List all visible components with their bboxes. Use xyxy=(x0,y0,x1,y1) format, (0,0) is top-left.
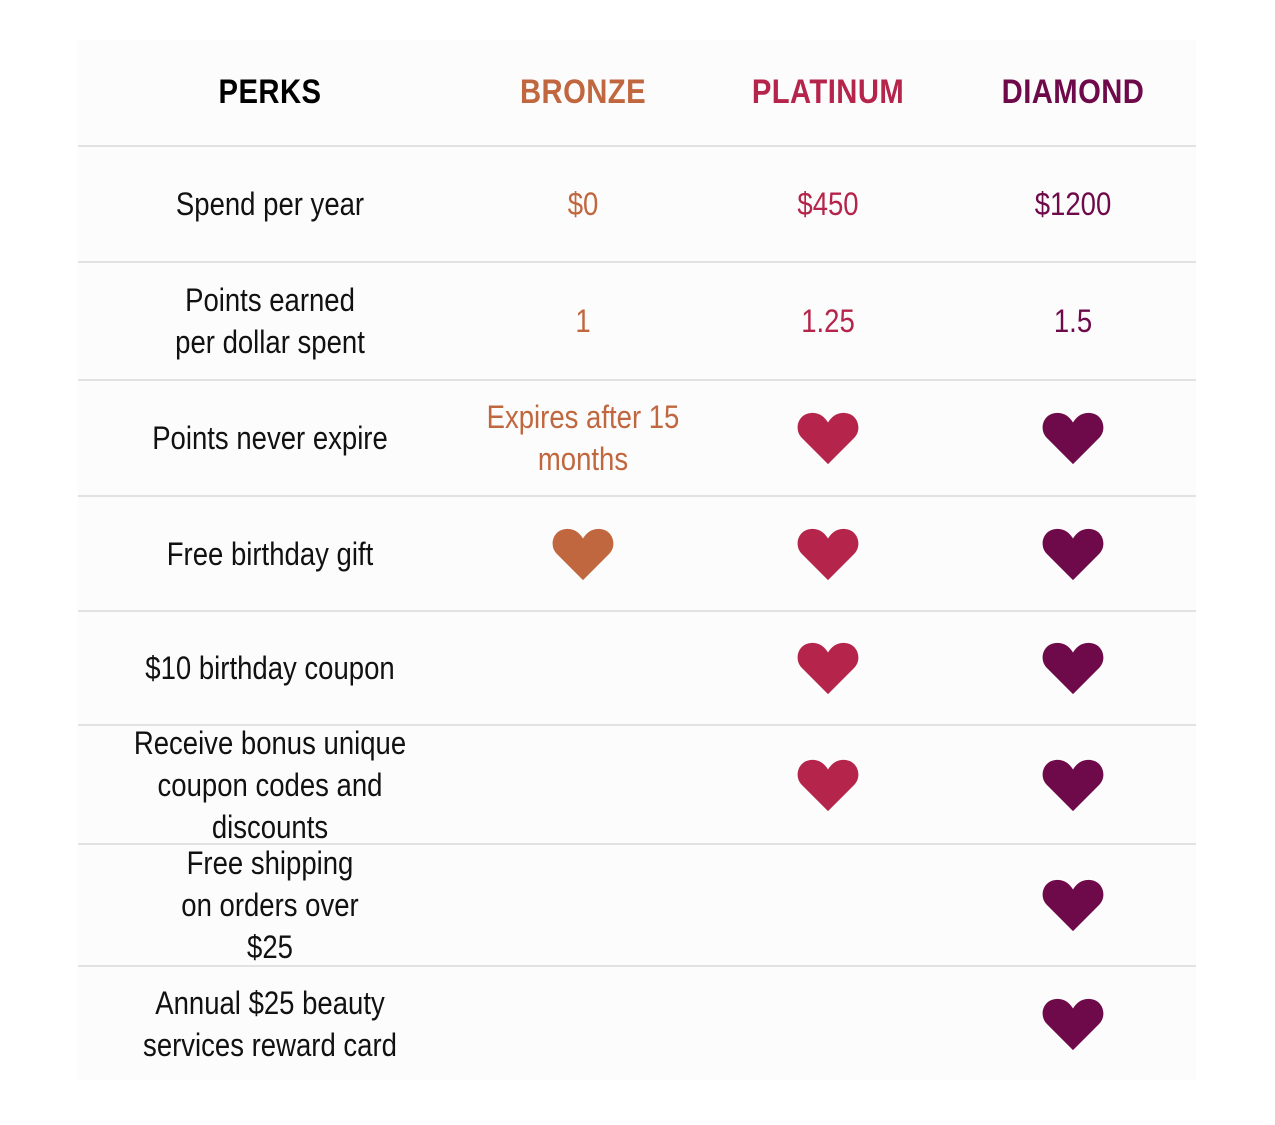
table-row: Free birthday gift xyxy=(78,497,1196,612)
heart-icon xyxy=(797,642,859,695)
bronze-value-cell xyxy=(463,497,703,610)
diamond-value-cell xyxy=(953,381,1193,495)
header-row: PERKS BRONZE PLATINUM DIAMOND xyxy=(78,40,1196,147)
perk-label: Points earned per dollar spent xyxy=(175,282,365,360)
platinum-value-cell xyxy=(708,726,948,843)
table-row: Free shipping on orders over $25 xyxy=(78,845,1196,967)
perk-label-cell: $10 birthday coupon xyxy=(115,612,425,724)
perk-label-cell: Spend per year xyxy=(115,147,425,261)
bronze-value: 1 xyxy=(575,303,591,339)
perk-label: Spend per year xyxy=(175,186,365,222)
perk-label: Receive bonus unique coupon codes and di… xyxy=(133,724,407,845)
heart-icon xyxy=(552,528,614,580)
perk-label-cell: Free shipping on orders over $25 xyxy=(115,845,425,965)
heart-icon xyxy=(797,759,859,811)
heart-icon xyxy=(1042,879,1104,932)
column-header-perks: PERKS xyxy=(115,40,425,145)
diamond-value-cell xyxy=(953,967,1193,1080)
column-header-diamond: DIAMOND xyxy=(970,40,1176,145)
table-row: Spend per year $0 $450 $1200 xyxy=(78,147,1196,263)
perk-label-cell: Points never expire xyxy=(115,381,425,495)
platinum-value-cell xyxy=(708,381,948,495)
table-row: Points earned per dollar spent 1 1.25 1.… xyxy=(78,263,1196,381)
diamond-value: 1.5 xyxy=(1053,303,1093,339)
perk-label-cell: Points earned per dollar spent xyxy=(115,263,425,379)
heart-icon xyxy=(1042,998,1104,1050)
platinum-value-cell: $450 xyxy=(725,147,931,261)
perks-header-label: PERKS xyxy=(218,73,322,111)
perk-label: Free birthday gift xyxy=(166,535,374,572)
bronze-value: $0 xyxy=(567,186,599,222)
diamond-header-label: DIAMOND xyxy=(1001,73,1145,111)
diamond-value-cell xyxy=(953,612,1193,724)
diamond-value: $1200 xyxy=(1034,186,1112,222)
perk-label: $10 birthday coupon xyxy=(145,650,395,686)
heart-icon xyxy=(797,412,859,465)
platinum-header-label: PLATINUM xyxy=(751,73,905,111)
platinum-value: $450 xyxy=(797,186,859,222)
platinum-value-cell: 1.25 xyxy=(725,263,931,379)
heart-icon xyxy=(797,528,859,580)
platinum-value-cell xyxy=(708,612,948,724)
heart-icon xyxy=(1042,528,1104,580)
bronze-value-cell: $0 xyxy=(480,147,686,261)
diamond-value-cell xyxy=(953,845,1193,965)
bronze-value-cell: Expires after 15 months xyxy=(480,381,686,495)
perk-label: Points never expire xyxy=(152,420,388,456)
bronze-value: Expires after 15 months xyxy=(486,399,680,477)
column-header-bronze: BRONZE xyxy=(480,40,686,145)
perk-label-cell: Annual $25 beauty services reward card xyxy=(115,967,425,1080)
column-header-platinum: PLATINUM xyxy=(725,40,931,145)
diamond-value-cell xyxy=(953,497,1193,610)
diamond-value-cell xyxy=(953,726,1193,843)
perk-label-cell: Receive bonus unique coupon codes and di… xyxy=(115,725,425,845)
table-row: $10 birthday coupon xyxy=(78,612,1196,726)
heart-icon xyxy=(1042,642,1104,695)
heart-icon xyxy=(1042,412,1104,465)
table-row: Receive bonus unique coupon codes and di… xyxy=(78,725,1196,845)
perk-label-cell: Free birthday gift xyxy=(115,497,425,610)
perks-comparison-table: PERKS BRONZE PLATINUM DIAMOND Spend per … xyxy=(78,40,1196,1080)
diamond-value-cell: $1200 xyxy=(970,147,1176,261)
bronze-value-cell: 1 xyxy=(480,263,686,379)
diamond-value-cell: 1.5 xyxy=(970,263,1176,379)
platinum-value: 1.25 xyxy=(801,303,855,339)
perk-label: Free shipping on orders over $25 xyxy=(181,845,359,965)
table-row: Points never expire Expires after 15 mon… xyxy=(78,381,1196,497)
platinum-value-cell xyxy=(708,497,948,610)
heart-icon xyxy=(1042,759,1104,811)
bronze-header-label: BRONZE xyxy=(519,73,647,111)
perk-label: Annual $25 beauty services reward card xyxy=(143,984,397,1063)
table-row: Annual $25 beauty services reward card xyxy=(78,967,1196,1080)
